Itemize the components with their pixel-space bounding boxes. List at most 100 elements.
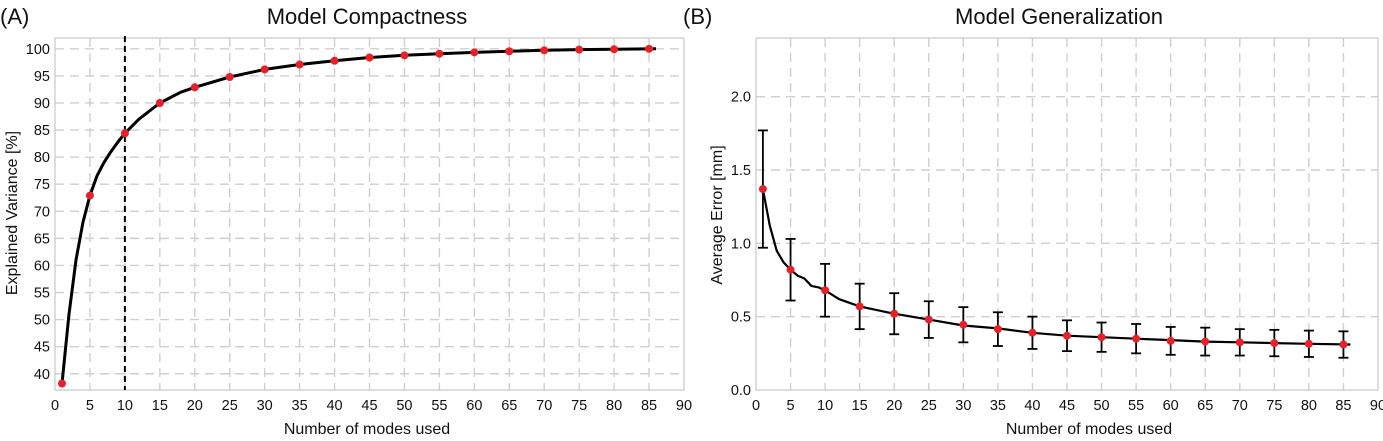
x-tick-label: 60 bbox=[1163, 398, 1179, 414]
x-tick-label: 35 bbox=[990, 398, 1006, 414]
x-tick-label: 55 bbox=[431, 398, 447, 414]
x-tick-label: 70 bbox=[1232, 398, 1248, 414]
x-tick-label: 65 bbox=[1197, 398, 1213, 414]
x-tick-label: 20 bbox=[187, 398, 203, 414]
panel-b-plot: 0 5 10 15 20 25 30 35 40 45 50 55 60 65 70 75 80 85 90 0.0 0… bbox=[731, 37, 1383, 414]
y-tick-label: 70 bbox=[34, 204, 50, 220]
panel-a-xlabel: Number of modes used bbox=[284, 421, 450, 438]
y-tick-label: 100 bbox=[26, 42, 50, 58]
data-point bbox=[890, 309, 899, 318]
x-tick-label: 50 bbox=[396, 398, 412, 414]
y-tick-label: 75 bbox=[34, 177, 50, 193]
x-tick-label: 15 bbox=[152, 398, 168, 414]
x-tick-label: 75 bbox=[571, 398, 587, 414]
x-tick-label: 85 bbox=[641, 398, 657, 414]
x-tick-label: 25 bbox=[921, 398, 937, 414]
data-point bbox=[120, 129, 129, 138]
panel-b-tag: (B) bbox=[683, 4, 712, 29]
data-point bbox=[1166, 336, 1175, 345]
panel-a-ylabel: Explained Variance [%] bbox=[4, 131, 21, 295]
data-point bbox=[959, 320, 968, 329]
data-point bbox=[1235, 338, 1244, 347]
panel-a-plot: 0 5 10 15 20 25 30 35 40 45 50 55 60 65 70 75 80 85 90 40 45… bbox=[26, 36, 692, 414]
y-tick-label: 1.5 bbox=[731, 163, 751, 179]
plot-frame bbox=[54, 37, 685, 391]
series-line bbox=[60, 47, 657, 384]
x-tick-label: 45 bbox=[361, 398, 377, 414]
series-line bbox=[761, 188, 1351, 346]
data-point bbox=[821, 286, 830, 295]
x-tick-label: 40 bbox=[1024, 398, 1040, 414]
x-tick-label: 10 bbox=[817, 398, 833, 414]
x-tick-label: 40 bbox=[326, 398, 342, 414]
x-tick-label: 0 bbox=[752, 398, 760, 414]
y-tick-label: 55 bbox=[34, 286, 50, 302]
x-tick-label: 80 bbox=[1301, 398, 1317, 414]
data-point bbox=[400, 51, 409, 60]
data-point bbox=[645, 44, 654, 53]
data-point bbox=[155, 98, 164, 107]
x-tick-label: 45 bbox=[1059, 398, 1075, 414]
x-tick-label: 30 bbox=[257, 398, 273, 414]
y-tick-label: 0.0 bbox=[731, 383, 751, 399]
x-tick-label: 70 bbox=[536, 398, 552, 414]
data-point bbox=[540, 46, 549, 55]
data-point bbox=[470, 48, 479, 57]
plot-frame bbox=[755, 37, 1379, 391]
x-tick-label: 30 bbox=[955, 398, 971, 414]
panel-a-tag: (A) bbox=[0, 4, 29, 29]
data-point bbox=[1063, 331, 1071, 340]
data-point bbox=[1201, 337, 1210, 346]
y-tick-label: 45 bbox=[34, 340, 50, 356]
data-point bbox=[190, 83, 199, 92]
y-tick-label: 85 bbox=[34, 123, 50, 139]
data-point bbox=[1304, 339, 1313, 348]
data-point bbox=[758, 185, 767, 194]
data-point bbox=[330, 56, 339, 65]
x-tick-label: 55 bbox=[1128, 398, 1144, 414]
data-point bbox=[924, 315, 933, 324]
x-tick-label: 90 bbox=[676, 398, 692, 414]
y-tick-label: 2.0 bbox=[731, 90, 751, 106]
data-point bbox=[575, 45, 584, 54]
x-tick-label: 25 bbox=[222, 398, 238, 414]
panel-a-title: Model Compactness bbox=[267, 4, 468, 29]
x-tick-label: 60 bbox=[466, 398, 482, 414]
data-point bbox=[1028, 328, 1037, 337]
x-tick-label: 5 bbox=[787, 398, 795, 414]
x-tick-label: 10 bbox=[117, 398, 133, 414]
x-tick-label: 0 bbox=[51, 398, 59, 414]
y-tick-label: 50 bbox=[34, 313, 50, 329]
y-tick-label: 80 bbox=[34, 150, 50, 166]
y-tick-label: 40 bbox=[34, 367, 50, 383]
y-tick-label: 65 bbox=[34, 231, 50, 247]
data-point bbox=[1339, 340, 1348, 349]
x-tick-label: 5 bbox=[86, 398, 94, 414]
y-tick-label: 95 bbox=[34, 69, 50, 85]
data-point bbox=[260, 65, 269, 74]
data-point bbox=[993, 325, 1002, 334]
data-point bbox=[505, 47, 514, 56]
panel-b-ylabel: Average Error [mm] bbox=[709, 145, 726, 284]
data-point bbox=[855, 302, 864, 311]
x-tick-label: 50 bbox=[1093, 398, 1109, 414]
data-point bbox=[1270, 339, 1279, 348]
x-tick-label: 35 bbox=[292, 398, 308, 414]
data-point bbox=[57, 379, 66, 388]
data-point bbox=[85, 191, 94, 200]
x-tick-label: 75 bbox=[1266, 398, 1282, 414]
panel-b-xlabel: Number of modes used bbox=[1006, 421, 1172, 438]
y-tick-label: 1.0 bbox=[731, 236, 751, 252]
y-tick-label: 0.5 bbox=[731, 310, 751, 326]
x-tick-label: 15 bbox=[852, 398, 868, 414]
data-point bbox=[225, 72, 234, 81]
data-point bbox=[786, 265, 795, 274]
data-point bbox=[365, 53, 374, 62]
x-tick-label: 90 bbox=[1370, 398, 1383, 414]
panel-b-title: Model Generalization bbox=[955, 4, 1163, 29]
data-point bbox=[1097, 333, 1106, 342]
data-point bbox=[435, 49, 444, 58]
x-tick-label: 85 bbox=[1335, 398, 1351, 414]
data-point bbox=[295, 60, 304, 69]
